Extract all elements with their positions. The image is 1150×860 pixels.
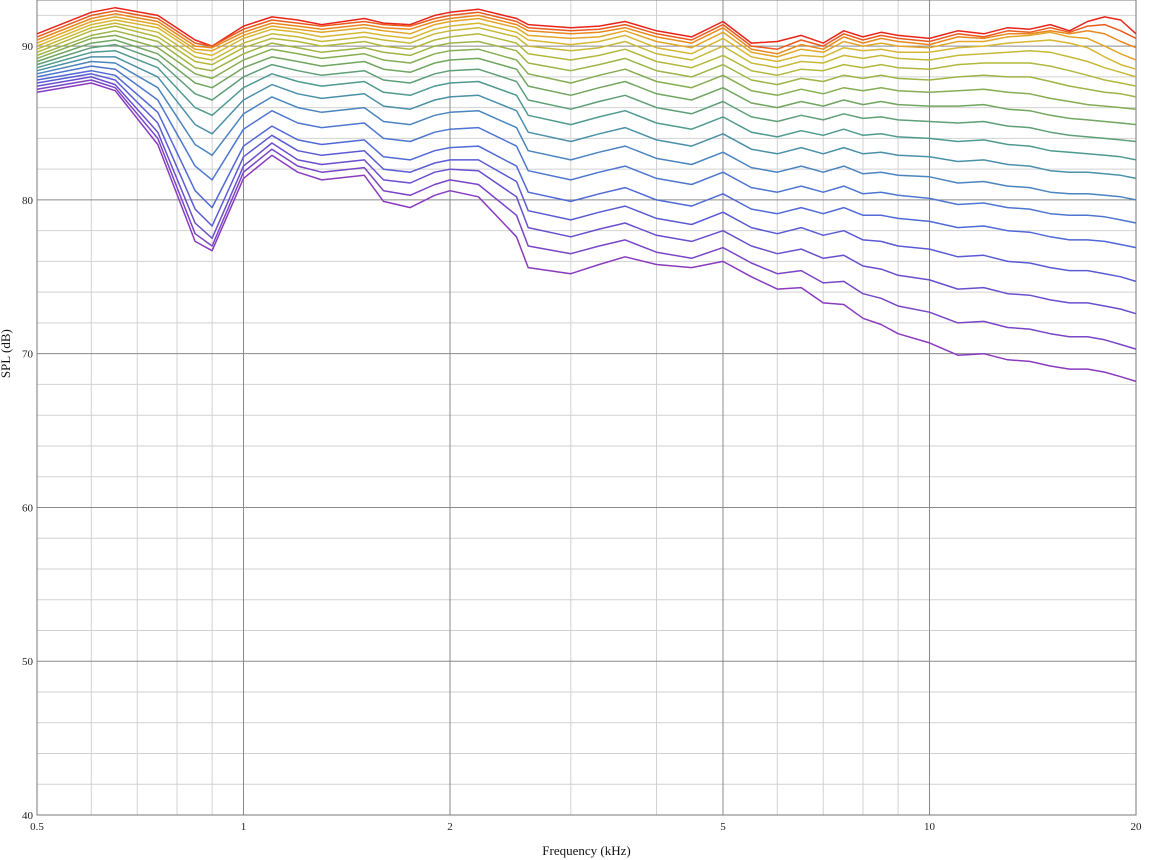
spl-series-line <box>36 34 1137 110</box>
series-layer <box>36 6 1137 383</box>
spl-series-line <box>36 69 1137 249</box>
y-axis-title: SPL (dB) <box>0 329 13 378</box>
spl-series-line <box>36 79 1137 350</box>
spl-series-line <box>36 10 1137 50</box>
spl-series-line <box>36 39 1137 126</box>
x-axis-title: Frequency (kHz) <box>542 843 630 858</box>
y-tick-label: 70 <box>22 349 34 361</box>
spl-series-line <box>36 60 1137 201</box>
y-tick-label: 40 <box>22 810 34 822</box>
spl-series-line <box>36 56 1137 180</box>
x-tick-label: 0.5 <box>30 821 44 833</box>
x-tick-label: 5 <box>720 821 726 833</box>
x-tick-label: 20 <box>1131 821 1143 833</box>
spl-series-line <box>36 25 1137 87</box>
spl-series-line <box>36 43 1137 143</box>
y-tick-label: 90 <box>22 41 34 53</box>
x-tick-labels: 0.5 1 2 5 10 20 <box>30 821 1142 833</box>
y-tick-label: 80 <box>22 195 34 207</box>
y-tick-label: 60 <box>22 502 34 514</box>
spl-series-line <box>36 19 1137 70</box>
x-tick-label: 1 <box>241 821 247 833</box>
x-tick-label: 2 <box>447 821 453 833</box>
spl-series-line <box>36 30 1137 98</box>
spl-series-line <box>36 6 1137 47</box>
plot-frame <box>36 0 1137 816</box>
y-tick-labels: 40 50 60 70 80 90 <box>22 41 34 822</box>
spl-series-line <box>36 73 1137 283</box>
spl-series-line <box>36 22 1137 78</box>
spl-series-line <box>36 76 1137 315</box>
y-tick-label: 50 <box>22 656 34 668</box>
x-tick-label: 10 <box>924 821 936 833</box>
spl-series-line <box>36 16 1137 61</box>
spl-series-line <box>36 82 1137 383</box>
minor-gridlines <box>37 0 1136 815</box>
spl-series-line <box>36 49 1137 161</box>
spl-series-line <box>36 65 1137 224</box>
spl-series-line <box>36 13 1137 55</box>
